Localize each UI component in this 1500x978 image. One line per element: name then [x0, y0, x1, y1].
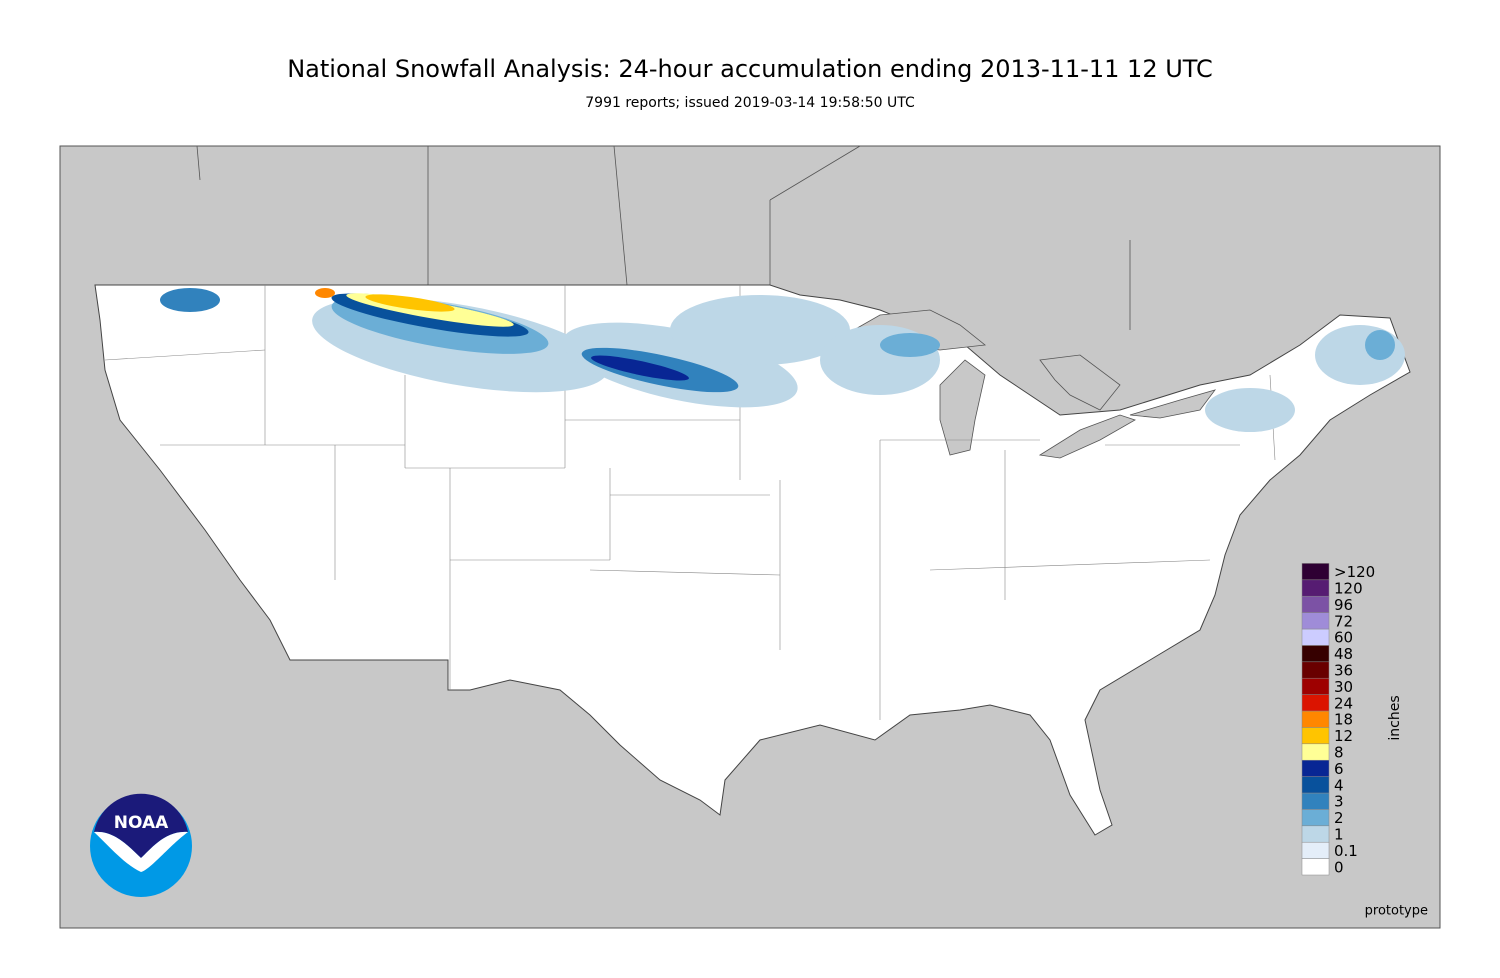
legend-label: 72	[1334, 612, 1353, 630]
legend-label: 3	[1334, 793, 1344, 811]
legend-swatch	[1301, 628, 1330, 646]
legend-label: 4	[1334, 776, 1344, 794]
noaa-logo: NOAA	[90, 793, 192, 897]
legend-label: 60	[1334, 629, 1353, 647]
legend-label: 8	[1334, 744, 1344, 762]
legend-label: 6	[1334, 760, 1344, 778]
legend-swatch	[1301, 645, 1330, 663]
subtitle: 7991 reports; issued 2019-03-14 19:58:50…	[585, 95, 915, 111]
legend-label: 18	[1334, 711, 1353, 729]
legend-label: 96	[1334, 596, 1353, 614]
title: National Snowfall Analysis: 24-hour accu…	[287, 55, 1213, 83]
legend-swatch	[1301, 776, 1330, 794]
conus	[94, 284, 1411, 836]
legend-label: 12	[1334, 727, 1353, 745]
legend-swatch	[1301, 710, 1330, 728]
legend-swatch	[1301, 563, 1330, 581]
legend-swatch	[1301, 743, 1330, 761]
legend-label: 0	[1334, 858, 1344, 876]
legend-swatch	[1301, 809, 1330, 827]
snowfall-field	[160, 288, 1405, 432]
legend-swatch	[1301, 825, 1330, 843]
legend-label: 36	[1334, 662, 1353, 680]
legend-swatch	[1301, 727, 1330, 745]
legend-label: 24	[1334, 694, 1353, 712]
legend-swatch	[1301, 858, 1330, 876]
legend-swatch	[1301, 612, 1330, 630]
legend-swatch	[1301, 792, 1330, 810]
legend-label: 120	[1334, 580, 1363, 598]
legend-title: inches	[1387, 695, 1403, 740]
legend-swatch	[1301, 595, 1330, 613]
legend-label: 2	[1334, 809, 1344, 827]
legend-label: 1	[1334, 826, 1344, 844]
boundaries	[196, 145, 1131, 330]
legend-swatch	[1301, 694, 1330, 712]
legend-swatch	[1301, 759, 1330, 777]
legend-swatch	[1301, 661, 1330, 679]
legend-swatch	[1301, 841, 1330, 859]
legend-swatch	[1301, 579, 1330, 597]
legend-label: 48	[1334, 645, 1353, 663]
prototype-note: prototype	[1365, 904, 1428, 919]
legend-label: >120	[1334, 563, 1375, 581]
logo-text: NOAA	[114, 813, 169, 833]
legend-swatch	[1301, 677, 1330, 695]
legend-label: 0.1	[1334, 842, 1358, 860]
legend-label: 30	[1334, 678, 1353, 696]
